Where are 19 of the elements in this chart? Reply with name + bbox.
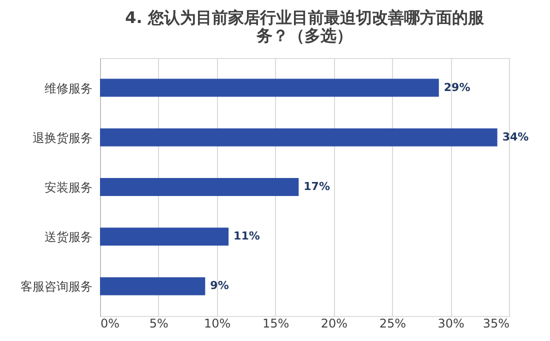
x-tick-label: 25% — [379, 316, 406, 330]
x-tick-label: 20% — [320, 316, 348, 330]
data-label: 34% — [502, 130, 529, 144]
data-label: 29% — [444, 80, 470, 94]
x-tick-label: 10% — [204, 316, 231, 330]
y-tick-label: 客服咨询服务 — [20, 280, 92, 294]
x-tick-label: 0% — [100, 316, 120, 330]
chart-title: 4. 您认为目前家居行业目前最迫切改善哪方面的服务？（多选） — [125, 8, 485, 45]
data-label: 17% — [304, 180, 330, 193]
data-label: 11% — [234, 230, 260, 243]
x-tick-label: 30% — [438, 316, 464, 330]
x-tick-label: 15% — [262, 316, 290, 330]
x-tick-label: 5% — [149, 316, 168, 330]
x-tick-label: 35% — [482, 316, 510, 330]
y-tick-label: 送货服务 — [44, 230, 92, 244]
y-tick-label: 安装服务 — [44, 180, 92, 194]
data-label: 9% — [210, 279, 229, 292]
y-tick-label: 维修服务 — [44, 81, 92, 96]
y-tick-label: 退换货服务 — [32, 130, 92, 145]
